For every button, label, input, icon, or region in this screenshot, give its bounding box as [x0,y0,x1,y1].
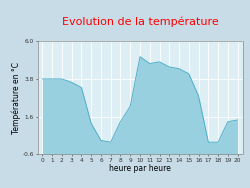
X-axis label: heure par heure: heure par heure [109,164,171,173]
Text: Evolution de la température: Evolution de la température [62,17,218,27]
Y-axis label: Température en °C: Température en °C [12,62,21,134]
